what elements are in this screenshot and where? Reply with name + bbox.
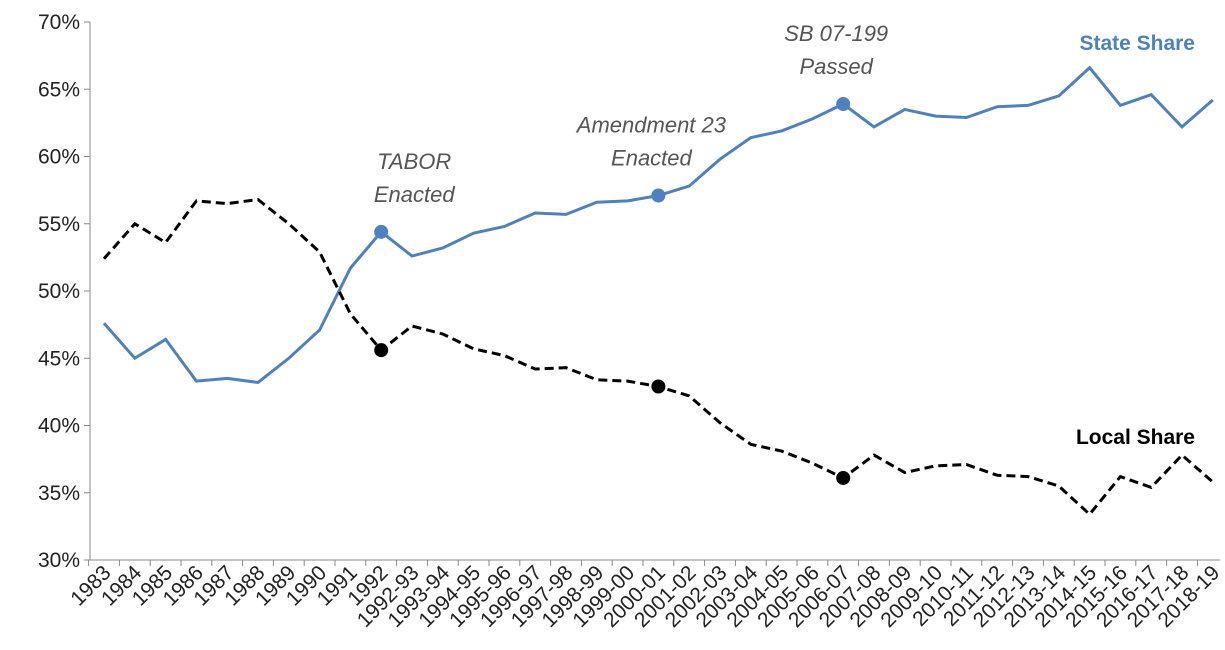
- event-marker: [651, 379, 666, 394]
- annotation-text: TABOR: [377, 149, 451, 174]
- y-tick-label: 45%: [38, 347, 80, 370]
- y-tick-label: 40%: [38, 415, 80, 438]
- y-tick-label: 70%: [38, 11, 80, 34]
- annotation-text: Enacted: [611, 146, 692, 171]
- y-tick-label: 55%: [38, 213, 80, 236]
- event-marker: [374, 224, 389, 239]
- y-tick-label: 35%: [38, 482, 80, 505]
- series-label: Local Share: [1076, 426, 1195, 449]
- series-line: [102, 197, 1214, 517]
- series-label: State Share: [1079, 32, 1195, 55]
- y-tick-label: 60%: [38, 146, 80, 169]
- y-tick-label: 65%: [38, 78, 80, 101]
- annotation-text: SB 07-199: [784, 21, 888, 46]
- y-tick-label: 50%: [38, 280, 80, 303]
- y-tick-label: 30%: [38, 549, 80, 572]
- event-marker: [836, 97, 851, 112]
- event-marker: [836, 470, 851, 485]
- annotation-text: Enacted: [374, 182, 455, 207]
- annotation-text: Amendment 23: [575, 113, 727, 138]
- annotation-text: Passed: [800, 54, 874, 79]
- event-marker: [651, 188, 666, 203]
- event-marker: [374, 343, 389, 358]
